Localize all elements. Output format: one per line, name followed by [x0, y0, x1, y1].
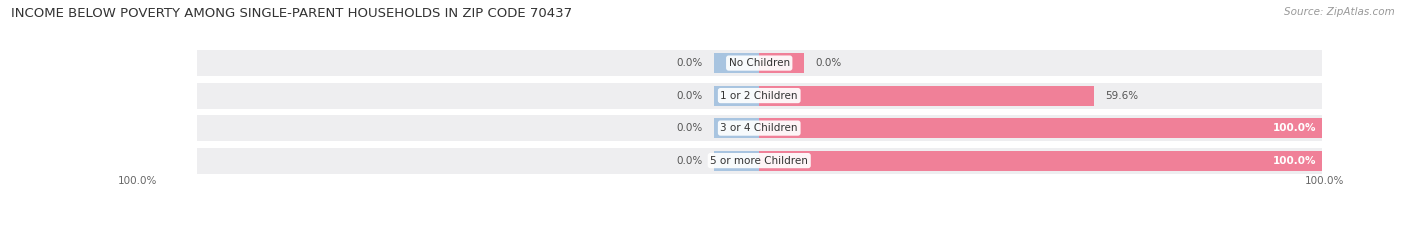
Text: 0.0%: 0.0%: [676, 58, 703, 68]
Text: 100.0%: 100.0%: [118, 176, 157, 186]
Text: 0.0%: 0.0%: [676, 156, 703, 166]
Text: 0.0%: 0.0%: [815, 58, 842, 68]
Legend: Single Father, Single Mother: Single Father, Single Mother: [637, 231, 825, 233]
Bar: [714, 151, 759, 171]
Text: No Children: No Children: [728, 58, 790, 68]
Text: INCOME BELOW POVERTY AMONG SINGLE-PARENT HOUSEHOLDS IN ZIP CODE 70437: INCOME BELOW POVERTY AMONG SINGLE-PARENT…: [11, 7, 572, 20]
Text: 1 or 2 Children: 1 or 2 Children: [720, 91, 799, 101]
Text: 59.6%: 59.6%: [1105, 91, 1139, 101]
Bar: [197, 50, 1322, 76]
Text: 5 or more Children: 5 or more Children: [710, 156, 808, 166]
Bar: [759, 86, 1094, 106]
Bar: [714, 86, 759, 106]
Bar: [197, 115, 1322, 141]
Text: 3 or 4 Children: 3 or 4 Children: [720, 123, 799, 133]
Bar: [197, 82, 1322, 109]
Text: Source: ZipAtlas.com: Source: ZipAtlas.com: [1284, 7, 1395, 17]
Bar: [197, 147, 1322, 174]
Bar: [759, 53, 804, 73]
Bar: [759, 151, 1322, 171]
Bar: [759, 118, 1322, 138]
Bar: [714, 118, 759, 138]
Text: 0.0%: 0.0%: [676, 123, 703, 133]
Text: 0.0%: 0.0%: [676, 91, 703, 101]
Text: 100.0%: 100.0%: [1272, 123, 1316, 133]
Text: 100.0%: 100.0%: [1272, 156, 1316, 166]
Text: 100.0%: 100.0%: [1305, 176, 1344, 186]
Bar: [714, 53, 759, 73]
